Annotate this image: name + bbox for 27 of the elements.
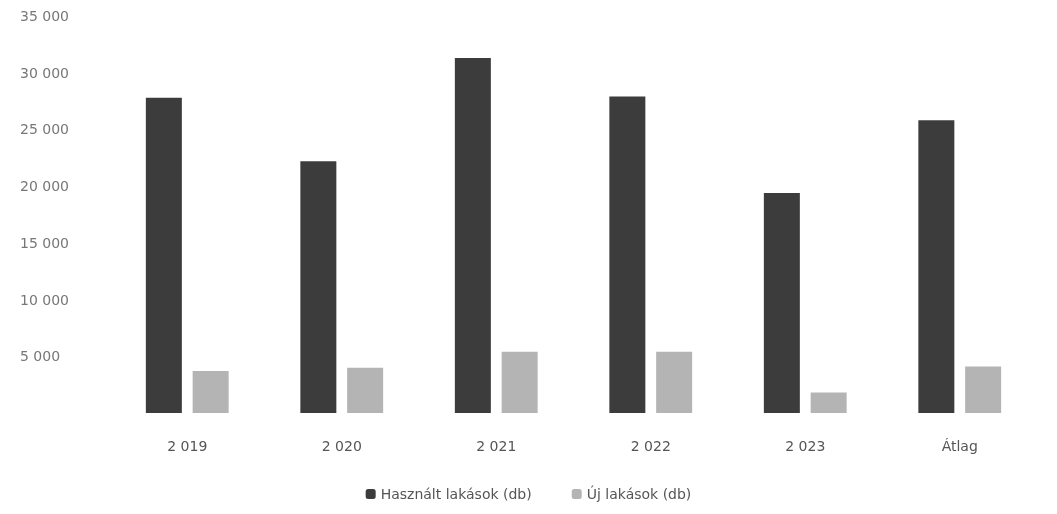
y-tick-label: 20 000 <box>20 178 69 195</box>
bar <box>763 192 800 413</box>
y-tick-label: 30 000 <box>20 64 69 81</box>
x-tick-label: 2 019 <box>167 438 208 454</box>
x-tick-label: 2 023 <box>785 438 826 454</box>
y-tick-label: 15 000 <box>20 234 69 251</box>
x-tick-label: 2 022 <box>630 438 671 454</box>
x-tick-label: Átlag <box>941 438 978 454</box>
bar <box>501 351 538 413</box>
bar <box>454 57 491 413</box>
bar <box>965 366 1002 413</box>
x-tick-label: 2 021 <box>476 438 517 454</box>
y-tick-label: 25 000 <box>20 121 69 138</box>
y-tick-label: 5 000 <box>20 348 61 365</box>
legend-label: Használt lakások (db) <box>380 486 532 502</box>
x-tick-label: 2 020 <box>321 438 362 454</box>
bar <box>145 97 182 413</box>
bar <box>810 392 847 413</box>
legend-label: Új lakások (db) <box>586 485 692 502</box>
bar <box>656 351 693 413</box>
bar <box>918 120 955 413</box>
bar <box>609 96 646 413</box>
y-tick-label: 10 000 <box>20 291 69 308</box>
bar <box>347 367 384 413</box>
bar <box>300 161 337 413</box>
y-tick-label: 35 000 <box>20 8 69 24</box>
bar <box>192 371 229 413</box>
